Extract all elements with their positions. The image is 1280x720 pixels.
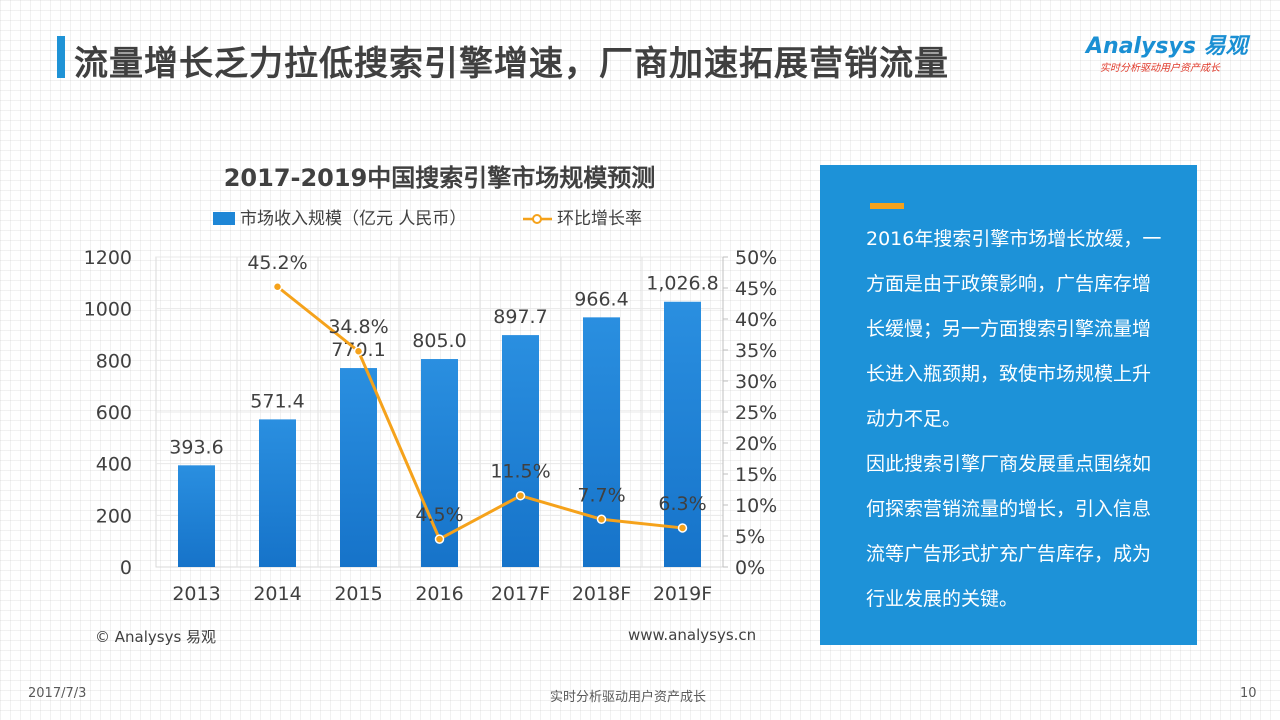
growth-value-label: 11.5%: [490, 461, 550, 483]
growth-value-label: 7.7%: [577, 484, 625, 506]
bar-2015: [340, 368, 377, 567]
bar-2013: [178, 465, 215, 567]
y-right-tick-label: 35%: [735, 340, 777, 362]
bar-value-label: 966.4: [574, 288, 628, 310]
y-left-tick-label: 800: [96, 350, 132, 372]
y-left-tick-label: 200: [96, 505, 132, 527]
x-tick-label: 2017F: [491, 583, 550, 605]
growth-value-label: 6.3%: [658, 493, 706, 515]
growth-point-2016: [434, 534, 445, 544]
title-accent-bar: [57, 36, 65, 78]
footer-tagline: 实时分析驱动用户资产成长: [550, 690, 707, 705]
y-right-tick-label: 10%: [735, 495, 777, 517]
info-paragraph-2: 因此搜索引擎厂商发展重点围绕如何探索营销流量的增长，引入信息流等广告形式扩充广告…: [866, 453, 1152, 610]
x-tick-label: 2016: [415, 583, 463, 605]
y-left-tick-label: 600: [96, 402, 132, 424]
x-tick-label: 2015: [334, 583, 382, 605]
bar-value-label: 897.7: [493, 306, 547, 328]
y-right-tick-label: 50%: [735, 247, 777, 269]
x-tick-label: 2014: [253, 583, 301, 605]
growth-rate-line: [276, 285, 683, 541]
y-right-tick-label: 30%: [735, 371, 777, 393]
growth-point-2014: [272, 282, 283, 292]
y-right-tick-label: 5%: [735, 526, 765, 548]
x-tick-label: 2019F: [653, 583, 712, 605]
growth-point-2019F: [677, 523, 688, 533]
growth-value-label: 4.5%: [415, 504, 463, 526]
chart-area: 2017-2019中国搜索引擎市场规模预测市场收入规模（亿元 人民币） 环比增长率…: [70, 155, 790, 655]
footer-date: 2017/7/3: [28, 686, 87, 701]
legend-bar-swatch: [213, 212, 235, 225]
bar-value-label: 805.0: [412, 330, 466, 352]
bar-2014: [259, 419, 296, 567]
chart-source: © Analysys 易观: [95, 628, 217, 646]
legend-bar-label: 市场收入规模（亿元 人民币）: [240, 209, 466, 229]
growth-value-label: 45.2%: [247, 252, 307, 274]
bar-value-label: 571.4: [250, 390, 304, 412]
y-right-tick-label: 15%: [735, 464, 777, 486]
info-paragraph-1: 2016年搜索引擎市场增长放缓，一方面是由于政策影响，广告库存增长缓慢；另一方面…: [866, 228, 1162, 430]
y-right-tick-label: 40%: [735, 309, 777, 331]
y-right-tick-label: 45%: [735, 278, 777, 300]
y-left-tick-label: 1200: [84, 247, 132, 269]
page-number: 10: [1240, 686, 1257, 701]
chart-url: www.analysys.cn: [628, 626, 757, 644]
growth-point-2017F: [515, 490, 526, 501]
x-tick-label: 2013: [172, 583, 220, 605]
x-tick-label: 2018F: [572, 583, 631, 605]
page-title: 流量增长乏力拉低搜索引擎增速，厂商加速拓展营销流量: [74, 44, 949, 84]
bar-2018F: [583, 317, 620, 567]
y-right-tick-label: 25%: [735, 402, 777, 424]
legend-line-marker: [532, 214, 542, 224]
y-left-tick-label: 1000: [84, 299, 132, 321]
bar-2017F: [502, 335, 539, 567]
info-panel: 2016年搜索引擎市场增长放缓，一方面是由于政策影响，广告库存增长缓慢；另一方面…: [820, 165, 1197, 645]
bar-2019F: [664, 301, 701, 567]
y-right-tick-label: 0%: [735, 557, 765, 579]
bar-value-label: 1,026.8: [646, 273, 719, 295]
logo-name: Analysys 易观: [1086, 34, 1248, 59]
logo-tagline: 实时分析驱动用户资产成长: [1100, 63, 1220, 74]
growth-point-2018F: [596, 514, 607, 525]
chart-title: 2017-2019中国搜索引擎市场规模预测: [224, 164, 656, 192]
growth-value-label: 34.8%: [328, 316, 388, 338]
brand-logo: Analysys 易观 实时分析驱动用户资产成长: [1084, 28, 1254, 78]
legend-line-label: 环比增长率: [557, 209, 642, 229]
y-left-tick-label: 400: [96, 454, 132, 476]
info-accent-dash: [870, 203, 904, 209]
y-left-tick-label: 0: [120, 557, 132, 579]
growth-point-2015: [353, 346, 364, 356]
bar-value-label: 393.6: [169, 436, 223, 458]
y-right-tick-label: 20%: [735, 433, 777, 455]
